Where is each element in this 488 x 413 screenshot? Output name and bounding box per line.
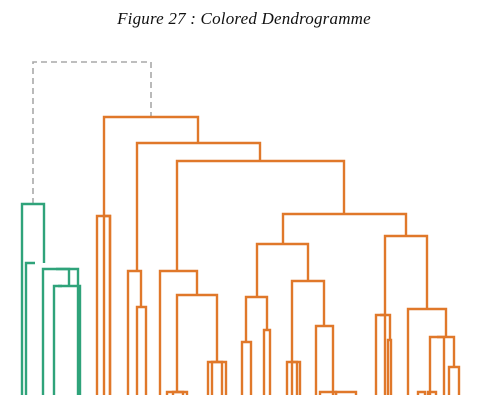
orange-cluster-link (175, 159, 346, 271)
green-cluster-link (58, 284, 82, 395)
orange-leaf-stub (290, 360, 302, 395)
orange-leaf-stub (210, 360, 224, 395)
dendrogram-links (20, 61, 461, 395)
green-cluster-link (20, 202, 46, 395)
orange-cluster-link (386, 338, 393, 395)
orange-leaf-stub (171, 390, 185, 395)
figure-caption: Figure 27 : Colored Dendrogramme (117, 9, 371, 28)
orange-cluster-link (135, 305, 148, 395)
orange-cluster-link (374, 313, 387, 395)
orange-cluster-link (240, 340, 253, 395)
orange-cluster-link (281, 212, 408, 244)
orange-cluster-link (437, 335, 456, 367)
orange-leaf-stub (416, 390, 427, 395)
root-link (32, 61, 152, 204)
orange-cluster-link (406, 307, 448, 395)
green-cluster-link (52, 284, 62, 395)
orange-cluster-link (206, 360, 228, 395)
orange-cluster-link (262, 328, 272, 395)
orange-leaf-stub (426, 390, 438, 395)
orange-cluster-link (314, 324, 335, 395)
orange-leaf-stub (102, 214, 112, 395)
orange-cluster-link (447, 365, 461, 395)
orange-leaf-stub (334, 390, 358, 395)
orange-cluster-link (380, 313, 392, 340)
orange-cluster-link (255, 242, 310, 297)
green-cluster-link (56, 267, 80, 395)
orange-cluster-link (428, 335, 446, 395)
green-cluster-link (24, 261, 35, 395)
orange-cluster-link (290, 279, 326, 362)
orange-cluster-link (126, 269, 143, 395)
orange-cluster-link (383, 234, 429, 315)
orange-cluster-link (102, 115, 200, 216)
orange-cluster-link (158, 269, 199, 395)
green-cluster-link (41, 267, 71, 395)
